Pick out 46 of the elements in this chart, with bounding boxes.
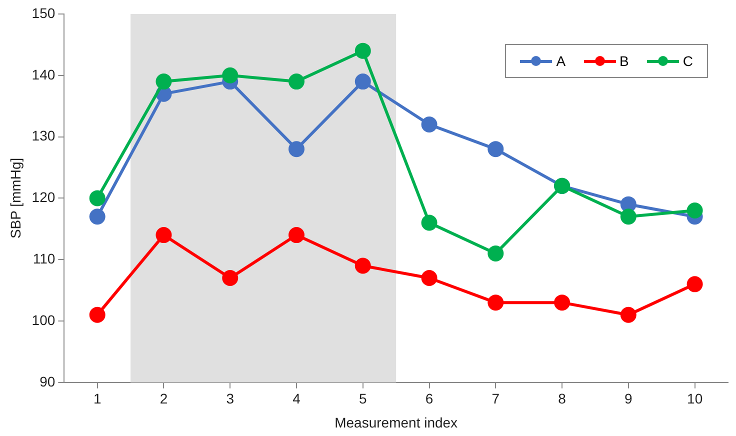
point — [421, 270, 438, 286]
x-tick-label: 1 — [93, 390, 102, 407]
x-tick-label: 2 — [160, 390, 168, 407]
point — [421, 214, 438, 231]
legend-label: B — [620, 53, 629, 69]
x-tick-label: 8 — [558, 390, 566, 407]
point — [686, 202, 703, 218]
point — [686, 276, 703, 292]
x-tick-label: 9 — [624, 390, 633, 407]
x-tick-label: 3 — [226, 390, 234, 407]
point — [354, 74, 371, 90]
point — [488, 294, 504, 311]
point — [222, 270, 238, 286]
y-tick-label: 140 — [32, 66, 56, 82]
x-axis-title: Measurement index — [334, 414, 458, 430]
y-axis-title: SBP [mmHg] — [7, 158, 24, 239]
point — [421, 116, 438, 133]
point — [288, 227, 305, 244]
x-tick-label: 5 — [358, 390, 367, 407]
y-tick-label: 90 — [40, 373, 56, 390]
x-tick-label: 6 — [425, 390, 434, 407]
x-tick-label: 10 — [687, 390, 703, 407]
point — [89, 208, 106, 225]
y-tick-label: 100 — [32, 312, 56, 328]
point — [156, 74, 172, 90]
point — [488, 141, 504, 158]
point — [222, 67, 238, 84]
y-tick-label: 110 — [32, 250, 56, 266]
point — [488, 245, 504, 262]
x-tick-label: 4 — [292, 390, 301, 407]
point — [156, 227, 172, 244]
point — [89, 190, 106, 206]
point — [288, 74, 305, 90]
point — [288, 141, 305, 158]
point — [89, 306, 106, 323]
point — [620, 208, 636, 225]
y-tick-label: 120 — [32, 189, 56, 206]
point — [354, 258, 371, 274]
point — [620, 306, 636, 323]
legend-label: C — [682, 53, 693, 69]
point — [354, 42, 371, 59]
legend-label: A — [556, 53, 566, 69]
y-tick-label: 130 — [32, 128, 56, 144]
x-tick-label: 7 — [492, 390, 500, 407]
point — [554, 294, 570, 311]
y-tick-label: 150 — [32, 4, 56, 21]
